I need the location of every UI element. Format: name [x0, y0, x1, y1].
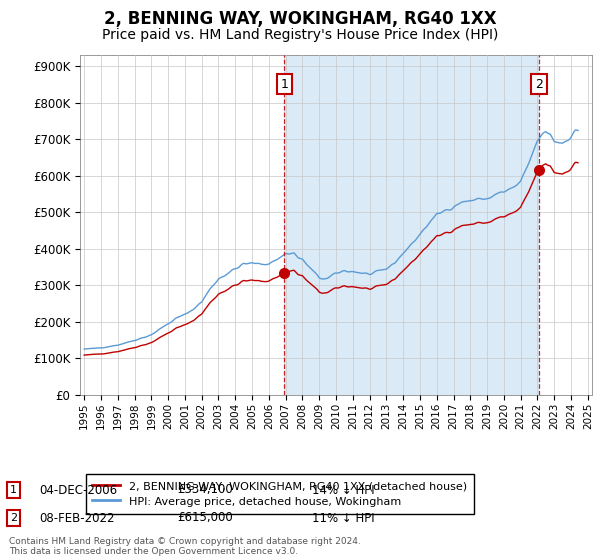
Text: 2, BENNING WAY, WOKINGHAM, RG40 1XX: 2, BENNING WAY, WOKINGHAM, RG40 1XX [104, 10, 496, 28]
Text: 08-FEB-2022: 08-FEB-2022 [39, 511, 115, 525]
Text: Price paid vs. HM Land Registry's House Price Index (HPI): Price paid vs. HM Land Registry's House … [102, 28, 498, 42]
Text: 2: 2 [10, 513, 17, 523]
Text: 04-DEC-2006: 04-DEC-2006 [39, 483, 117, 497]
Bar [284, 55, 539, 395]
Text: £615,000: £615,000 [177, 511, 233, 525]
Legend: 2, BENNING WAY, WOKINGHAM, RG40 1XX (detached house), HPI: Average price, detach: 2, BENNING WAY, WOKINGHAM, RG40 1XX (det… [86, 474, 473, 514]
Text: 1: 1 [280, 78, 288, 91]
Text: £334,100: £334,100 [177, 483, 233, 497]
Text: Contains HM Land Registry data © Crown copyright and database right 2024.
This d: Contains HM Land Registry data © Crown c… [9, 536, 361, 556]
Text: 2: 2 [535, 78, 543, 91]
Text: 1: 1 [10, 485, 17, 495]
Text: 14% ↓ HPI: 14% ↓ HPI [312, 483, 374, 497]
Text: 11% ↓ HPI: 11% ↓ HPI [312, 511, 374, 525]
